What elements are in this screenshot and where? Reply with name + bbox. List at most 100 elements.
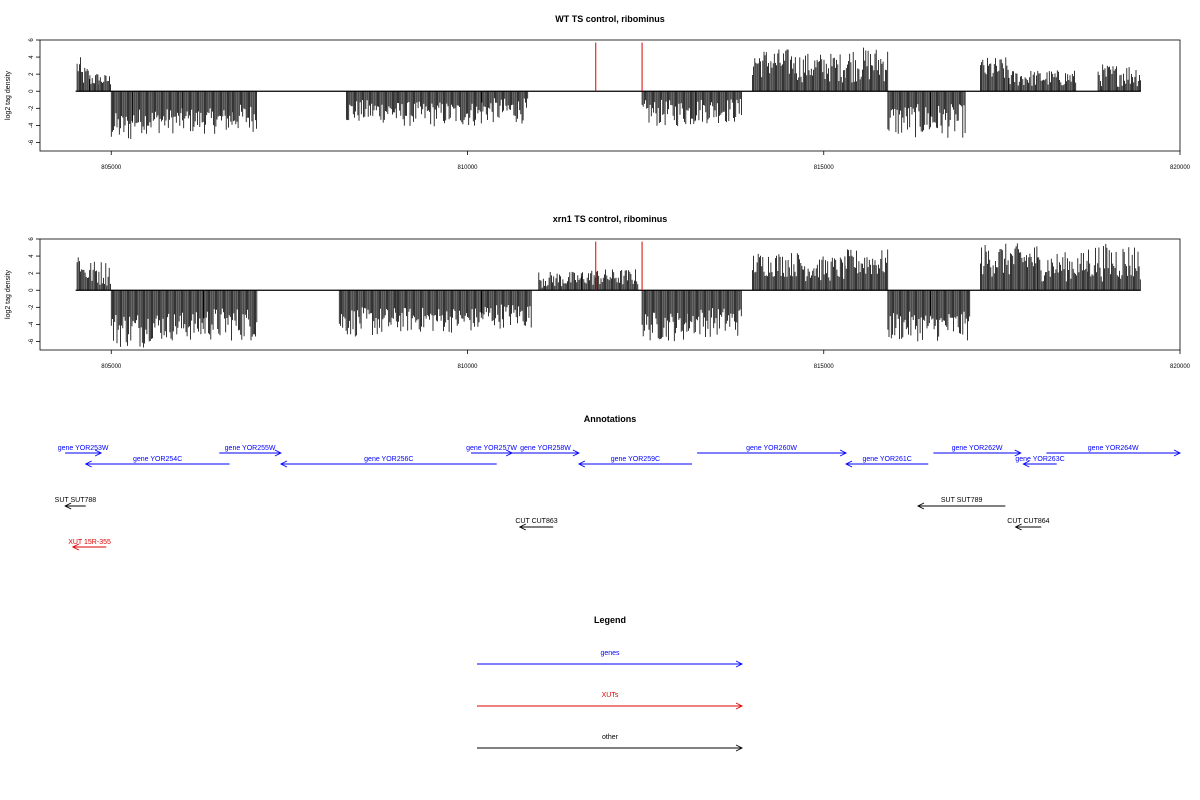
signal-segment <box>1097 64 1141 92</box>
x-tick-label: 810000 <box>457 364 478 370</box>
x-tick-label: 820000 <box>1170 364 1191 370</box>
x-tick-label: 815000 <box>814 364 835 370</box>
y-tick-label: 6 <box>29 237 35 241</box>
feature-label: gene YOR264W <box>1088 445 1139 452</box>
y-tick-label: -4 <box>29 122 35 128</box>
legend-item-label: genes <box>600 650 620 657</box>
y-tick-label: 0 <box>29 288 35 292</box>
feature-label: gene YOR260W <box>746 445 797 452</box>
feature-arrow-head <box>1173 449 1182 457</box>
plot-frame <box>39 39 1181 152</box>
signal-segment <box>110 91 133 139</box>
signal-segment <box>395 91 482 127</box>
signal-segment <box>232 91 257 132</box>
annotations-title: Annotations <box>584 414 637 424</box>
feature-arrow-head <box>279 460 288 468</box>
feature-label: gene YOR254C <box>133 456 182 463</box>
feature-label: gene YOR255W <box>225 445 276 452</box>
signal-segment <box>1037 252 1088 291</box>
signal-segment <box>110 290 147 348</box>
signal-segment <box>98 75 111 92</box>
signal-segment <box>338 290 396 337</box>
feature-arrow-head <box>1022 460 1030 468</box>
feature-label: CUT CUT864 <box>1007 518 1049 525</box>
feature-arrow-head <box>64 502 72 510</box>
feature-label: SUT SUT789 <box>941 497 983 504</box>
signal-segment <box>395 290 482 333</box>
signal-segment <box>688 290 742 337</box>
legend-item-arrowhead <box>735 660 744 668</box>
signal-segment <box>481 91 529 124</box>
feature-label: CUT CUT863 <box>515 518 557 525</box>
signal-segment <box>695 91 742 124</box>
y-axis-label: log2 tag density <box>5 70 12 120</box>
signal-segment <box>752 253 803 291</box>
signal-segment <box>930 91 966 138</box>
y-tick-label: -6 <box>29 139 35 145</box>
y-axis-label: log2 tag density <box>5 269 12 319</box>
signal-segment <box>581 269 639 291</box>
x-tick-label: 810000 <box>457 165 478 171</box>
feature-label: gene YOR256C <box>364 456 413 463</box>
feature-arrow-head <box>845 460 853 468</box>
y-tick-label: 2 <box>29 271 35 275</box>
y-tick-label: 4 <box>29 254 35 258</box>
feature-arrow-head <box>84 460 92 468</box>
y-tick-label: -4 <box>29 321 35 327</box>
legend-item-arrowhead <box>735 744 744 752</box>
signal-segment <box>980 57 1009 92</box>
y-tick-label: 4 <box>29 55 35 59</box>
y-tick-label: 6 <box>29 38 35 42</box>
x-tick-label: 805000 <box>101 165 122 171</box>
signal-segment <box>182 91 233 134</box>
signal-segment <box>887 91 931 138</box>
feature-label: XUT 15R-355 <box>68 539 111 546</box>
feature-arrow-head <box>577 460 586 468</box>
feature-arrow-head <box>518 523 527 531</box>
track-panel-wt: WT TS control, ribominus log2 tag density… <box>5 14 1191 171</box>
signal-segment <box>89 74 100 92</box>
feature-arrow-head <box>839 449 848 457</box>
signal-segment <box>80 67 90 92</box>
signal-segment <box>481 290 532 329</box>
x-tick-label: 815000 <box>814 165 835 171</box>
feature-label: SUT SUT788 <box>55 497 97 504</box>
signal-segment <box>887 290 931 342</box>
legend-title: Legend <box>594 615 626 625</box>
legend-item-arrowhead <box>735 702 744 710</box>
signal-segment <box>146 290 204 342</box>
feature-label: gene YOR258W <box>520 445 571 452</box>
feature-arrow-head <box>274 449 282 457</box>
feature-label: gene YOR257W <box>466 445 517 452</box>
annotations-panel: Annotations gene YOR253W gene YOR254C gene … <box>55 414 1182 551</box>
y-tick-label: 0 <box>29 89 35 93</box>
signal-segment <box>538 271 582 291</box>
signal-segment <box>844 47 889 92</box>
signal-segment <box>1008 70 1077 92</box>
y-tick-label: 2 <box>29 72 35 76</box>
feature-arrow-head <box>1014 449 1022 457</box>
y-tick-label: -6 <box>29 338 35 344</box>
signal-segment <box>76 257 83 291</box>
x-tick-label: 805000 <box>101 364 122 370</box>
feature-arrow-head <box>505 449 514 457</box>
signal-segment <box>132 91 183 134</box>
signal-segment <box>346 91 397 123</box>
feature-label: gene YOR259C <box>611 456 660 463</box>
signal-segment <box>641 91 696 127</box>
signal-segment <box>82 261 111 291</box>
feature-arrow-head <box>1014 523 1022 531</box>
signal-segment <box>930 290 971 341</box>
legend-panel: Legend genes XUTs other <box>477 615 744 752</box>
feature-arrow-head <box>572 449 580 457</box>
plot-frame <box>39 238 1181 351</box>
signal-segment <box>76 57 81 92</box>
signal-segment <box>203 290 258 341</box>
signal-segment <box>980 243 1038 291</box>
track-panel-xrn1: xrn1 TS control, ribominus log2 tag densi… <box>5 214 1191 370</box>
chart-title: WT TS control, ribominus <box>555 14 665 24</box>
signal-segment <box>1087 243 1141 291</box>
feature-label: gene YOR263C <box>1015 456 1064 463</box>
chart-title: xrn1 TS control, ribominus <box>553 214 668 224</box>
